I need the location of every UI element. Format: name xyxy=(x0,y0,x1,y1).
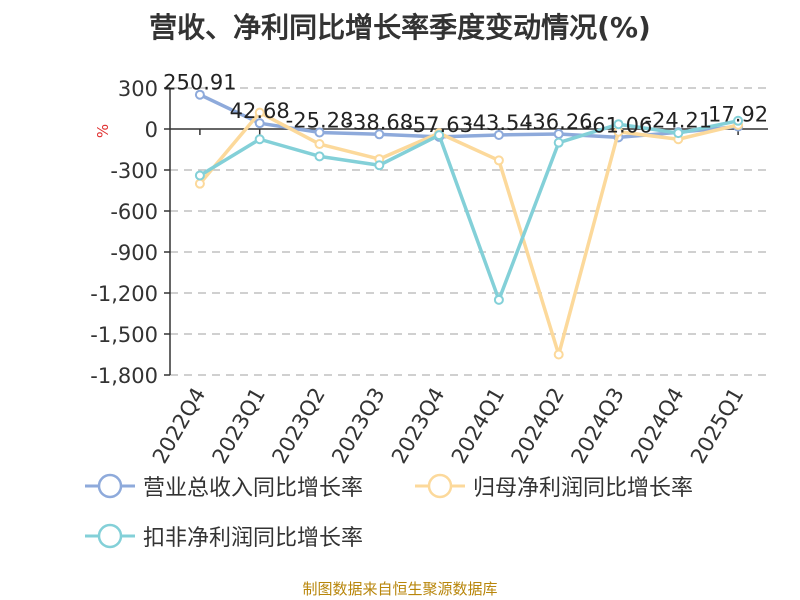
data-point xyxy=(733,115,744,126)
data-point xyxy=(314,127,325,138)
data-label-layer: 250.91 42.68-25.28-38.68-57.63-43.54-36.2… xyxy=(163,71,768,138)
y-tick-label: -900 xyxy=(110,241,158,265)
x-tick-label: 2025Q1 xyxy=(686,384,748,468)
data-point xyxy=(314,151,325,162)
x-tick-label: 2022Q4 xyxy=(148,384,210,468)
x-tick-label: 2024Q4 xyxy=(626,384,688,468)
x-tick-label: 2023Q4 xyxy=(387,383,449,467)
y-tick-label: -300 xyxy=(110,159,158,183)
data-point xyxy=(553,349,564,360)
legend-swatch-marker xyxy=(427,473,453,499)
legend-item-2[interactable]: 归母净利润同比增长率 xyxy=(415,470,693,502)
legend-label: 归母净利润同比增长率 xyxy=(473,476,694,501)
series-layer xyxy=(194,89,744,360)
legend-item-1[interactable]: 营业总收入同比增长率 xyxy=(85,470,363,502)
data-label: 250.91 xyxy=(163,71,236,95)
data-point xyxy=(493,129,504,140)
x-tick-label: 2023Q1 xyxy=(208,384,270,468)
legend-swatch xyxy=(415,473,465,499)
data-label: -61.06 xyxy=(585,113,653,137)
legend-label: 扣非净利润同比增长率 xyxy=(143,526,364,551)
data-point xyxy=(493,155,504,166)
data-label: -43.54 xyxy=(465,111,533,135)
y-tick-label: -1,200 xyxy=(90,282,158,306)
legend-item-3[interactable]: 扣非净利润同比增长率 xyxy=(85,520,363,552)
data-label: -24.21 xyxy=(644,108,712,132)
y-axis-unit: % xyxy=(94,124,112,138)
x-tick-label: 2024Q3 xyxy=(566,384,628,468)
series-line-2 xyxy=(198,110,739,357)
legend-swatch xyxy=(85,523,135,549)
legend-swatch-marker xyxy=(97,473,123,499)
legend-swatch-marker xyxy=(97,523,123,549)
data-point xyxy=(434,130,445,141)
legend-label: 营业总收入同比增长率 xyxy=(143,476,364,501)
y-tick-label: -1,800 xyxy=(90,364,158,388)
y-tick-label: 300 xyxy=(118,77,158,101)
series-line-3 xyxy=(198,119,739,302)
data-label: 42.68 xyxy=(230,99,290,123)
data-point xyxy=(254,134,265,145)
source-note: 制图数据来自恒生聚源数据库 xyxy=(302,580,498,598)
x-tick-label: 2024Q2 xyxy=(507,384,569,468)
x-tick-label: 2024Q1 xyxy=(447,384,509,468)
data-label: -36.26 xyxy=(525,110,593,134)
data-label: -38.68 xyxy=(345,110,413,134)
data-point xyxy=(314,139,325,150)
data-point xyxy=(613,119,624,130)
data-point xyxy=(194,89,205,100)
y-tick-label: -1,500 xyxy=(90,323,158,347)
data-label: -25.28 xyxy=(286,108,354,132)
data-point xyxy=(194,170,205,181)
data-point xyxy=(553,137,564,148)
data-point xyxy=(194,178,205,189)
data-label: -57.63 xyxy=(405,113,473,137)
data-point xyxy=(254,118,265,129)
chart-title: 营收、净利同比增长率季度变动情况(%) xyxy=(149,11,651,44)
grid-layer xyxy=(170,87,768,376)
y-tick-label: -600 xyxy=(110,200,158,224)
legend-swatch xyxy=(85,473,135,499)
x-tick-label: 2023Q2 xyxy=(267,384,329,468)
data-point xyxy=(493,294,504,305)
data-point xyxy=(254,107,265,118)
data-point xyxy=(374,160,385,171)
x-tick-label: 2023Q3 xyxy=(327,384,389,468)
data-point xyxy=(673,128,684,139)
data-label: 17.92 xyxy=(708,103,768,127)
y-tick-label: 0 xyxy=(145,118,158,142)
data-point xyxy=(374,129,385,140)
